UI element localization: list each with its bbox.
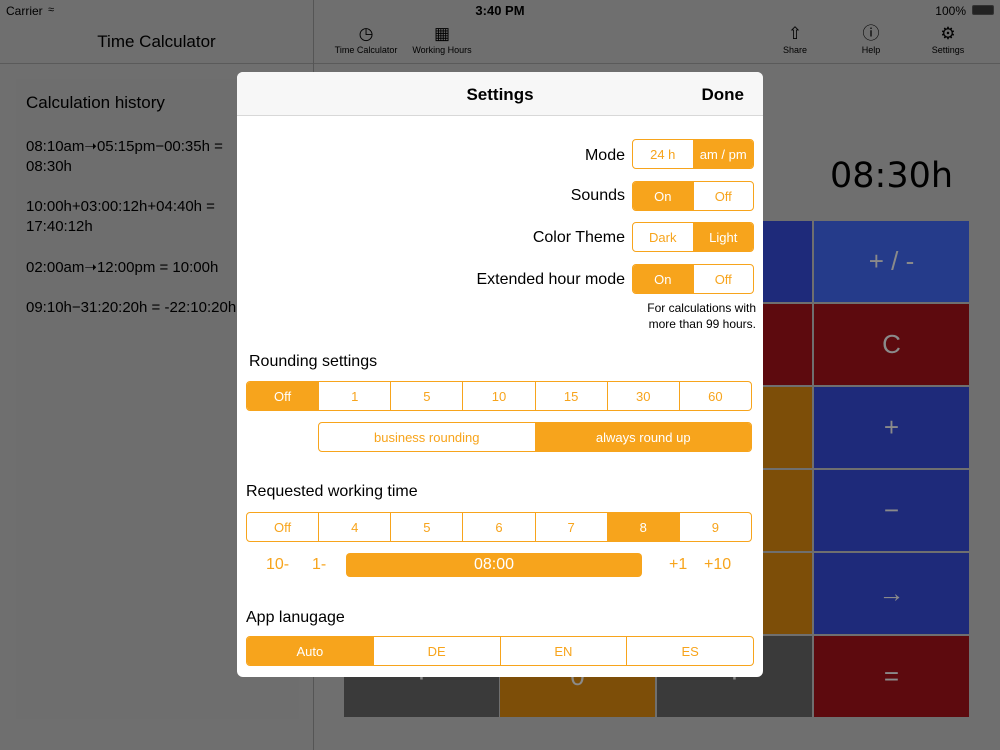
right-toolbar <box>314 0 1000 64</box>
mode-segmented-control: 24 h am / pm <box>632 139 754 169</box>
sounds-label: Sounds <box>570 187 625 204</box>
working-time-title: Requested working time <box>246 483 418 500</box>
settings-title: Settings <box>466 85 534 104</box>
color-theme-segmented-control: Dark Light <box>632 222 754 252</box>
working-time-segmented-control: Off 4 5 6 7 8 9 <box>246 512 752 542</box>
increment-1-button[interactable]: +1 <box>669 556 688 573</box>
app-language-title: App lanugage <box>246 609 345 626</box>
decrement-1-button[interactable]: 1- <box>312 556 327 573</box>
settings-button[interactable]: ⚙ Settings <box>928 24 968 55</box>
extended-note-line: more than 99 hours. <box>648 317 756 331</box>
settings-header: Settings Done <box>237 72 763 116</box>
help-button[interactable]: ⓘ Help <box>855 24 887 55</box>
settings-modal: Settings Done Mode 24 h am / pm Sounds O… <box>237 72 763 677</box>
history-entry-result[interactable]: 17:40:12h <box>26 218 93 235</box>
clock-icon: ◷ <box>358 24 374 43</box>
share-label: Share <box>782 45 808 55</box>
color-theme-label: Color Theme <box>532 229 625 246</box>
share-icon: ⇧ <box>787 24 803 43</box>
rounding-method-business[interactable]: business rounding <box>373 429 480 445</box>
battery-icon <box>972 5 994 15</box>
history-entry[interactable]: 02:00am➝12:00pm = 10:00h <box>26 259 219 276</box>
wifi-icon: ≈ <box>48 4 55 16</box>
calculator-display: 08:30h <box>830 156 954 196</box>
history-title: Calculation history <box>26 93 165 112</box>
plus-minus-key[interactable]: + / - <box>814 221 969 302</box>
working-time-option[interactable]: 7 <box>534 513 607 541</box>
minus-key[interactable]: − <box>814 470 969 551</box>
mode-label: Mode <box>584 147 625 164</box>
rounding-option[interactable]: 10 <box>462 382 534 410</box>
time-calculator-tab[interactable]: ◷ Time Calculator <box>332 24 400 55</box>
share-button[interactable]: ⇧ Share <box>778 24 812 55</box>
done-button[interactable]: Done <box>701 85 745 104</box>
calculator-icon: ▦ <box>433 24 451 43</box>
theme-option-dark[interactable]: Dark <box>649 229 677 245</box>
sounds-segmented-control: On Off <box>632 181 754 211</box>
history-entry[interactable]: 08:10am➝05:15pm−00:35h = <box>26 138 223 155</box>
sounds-option-off[interactable]: Off <box>692 182 754 210</box>
rounding-option[interactable]: 60 <box>678 382 751 410</box>
settings-label: Settings <box>931 45 965 55</box>
carrier-label: Carrier <box>6 4 43 18</box>
rounding-method-segmented-control: business rounding always round up <box>318 422 752 452</box>
language-segmented-control: Auto DE EN ES <box>246 636 754 666</box>
time-calculator-tab-label: Time Calculator <box>334 45 398 55</box>
increment-10-button[interactable]: +10 <box>704 556 732 573</box>
rounding-option[interactable]: 5 <box>390 382 462 410</box>
rounding-option[interactable]: 30 <box>606 382 679 410</box>
working-time-option[interactable]: Off <box>274 519 292 535</box>
rounding-option[interactable]: 1 <box>318 382 390 410</box>
language-option[interactable]: Auto <box>247 637 373 665</box>
working-time-option[interactable]: 4 <box>318 513 390 541</box>
language-option[interactable]: EN <box>499 637 627 665</box>
extended-hour-segmented-control: On Off <box>632 264 754 294</box>
mode-option-ampm[interactable]: am / pm <box>692 140 753 168</box>
extended-note-line: For calculations with <box>647 301 756 315</box>
working-hours-tab[interactable]: ▦ Working Hours <box>409 24 475 55</box>
decrement-10-button[interactable]: 10- <box>266 556 290 573</box>
info-icon: ⓘ <box>862 24 880 43</box>
help-label: Help <box>861 45 881 55</box>
theme-option-light[interactable]: Light <box>692 223 753 251</box>
left-nav-bar: Time Calculator <box>0 0 313 64</box>
sounds-option-on[interactable]: On <box>633 182 693 210</box>
working-time-slider[interactable]: 08:00 <box>346 553 642 577</box>
status-bar: Carrier ≈ 3:40 PM 100% <box>0 0 1000 20</box>
working-time-option[interactable]: 6 <box>462 513 534 541</box>
equals-key[interactable]: = <box>814 636 969 717</box>
status-clock: 3:40 PM <box>475 3 525 18</box>
language-option[interactable]: DE <box>372 637 500 665</box>
extended-option-off[interactable]: Off <box>692 265 754 293</box>
battery-label: 100% <box>935 4 966 18</box>
extended-hour-label: Extended hour mode <box>476 271 625 288</box>
working-time-option[interactable]: 8 <box>606 513 679 541</box>
rounding-option[interactable]: 15 <box>534 382 607 410</box>
rounding-method-round-up[interactable]: always round up <box>534 423 751 451</box>
extended-hour-note: For calculations with more than 99 hours… <box>647 300 756 332</box>
gear-icon: ⚙ <box>940 24 956 43</box>
rounding-option[interactable]: Off <box>247 382 319 410</box>
plus-key[interactable]: + <box>814 387 969 468</box>
left-nav-title: Time Calculator <box>97 32 216 51</box>
rounding-settings-title: Rounding settings <box>249 353 378 370</box>
history-entry-result[interactable]: 08:30h <box>26 158 72 175</box>
working-hours-tab-label: Working Hours <box>412 45 472 55</box>
extended-option-on[interactable]: On <box>633 265 693 293</box>
history-entry[interactable]: 10:00h+03:00:12h+04:40h = <box>26 198 215 215</box>
arrow-key[interactable]: → <box>814 553 969 634</box>
working-time-option[interactable]: 5 <box>390 513 462 541</box>
rounding-segmented-control: Off 1 5 10 15 30 60 <box>246 381 752 411</box>
language-option[interactable]: ES <box>626 637 753 665</box>
history-entry[interactable]: 09:10h−31:20:20h = -22:10:20h <box>26 299 237 316</box>
working-time-option[interactable]: 9 <box>678 513 751 541</box>
clear-key[interactable]: C <box>814 304 969 385</box>
mode-option-24h[interactable]: 24 h <box>650 146 676 162</box>
